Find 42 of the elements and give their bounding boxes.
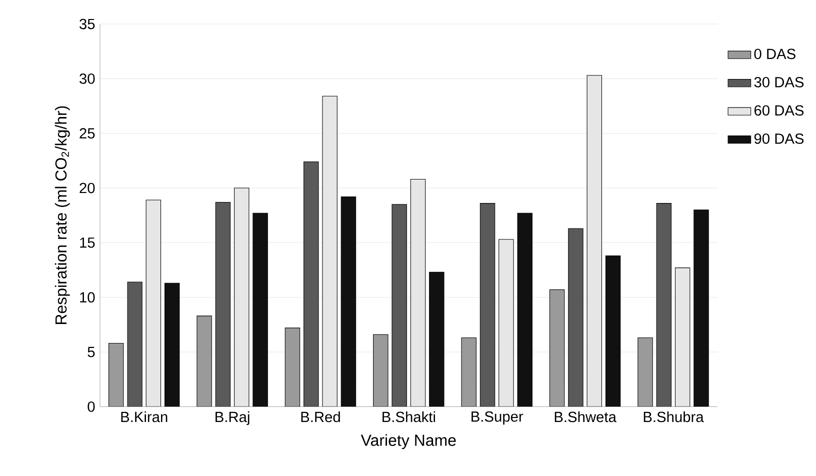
y-tick-label: 20 <box>80 182 95 194</box>
bar <box>429 272 444 407</box>
y-tick-label: 5 <box>88 346 95 358</box>
bar <box>215 202 231 407</box>
bar <box>638 338 653 407</box>
bar <box>392 204 407 407</box>
legend-label: 60 DAS <box>754 105 804 116</box>
legend-label: 30 DAS <box>754 76 804 88</box>
bar <box>568 228 584 407</box>
bar <box>517 212 532 407</box>
bar <box>373 334 388 407</box>
bar <box>127 282 142 407</box>
x-tick-label: B.Raj <box>216 411 250 426</box>
y-tick-label: 15 <box>80 238 95 248</box>
bar <box>304 161 319 407</box>
y-tick-label: 10 <box>80 292 95 303</box>
bar <box>605 256 621 407</box>
y-axis-title: Respiration rate (ml CO$_{2}$/kg/hr) <box>54 106 70 324</box>
x-tick-label: B.Super <box>472 411 524 425</box>
x-tick-label: B.Red <box>301 411 340 422</box>
legend-label: 0 DAS <box>754 48 796 60</box>
x-tick-label: B.Shweta <box>554 411 616 422</box>
bar <box>461 338 476 407</box>
bar <box>656 203 672 407</box>
bar <box>480 203 496 407</box>
y-tick-label: 35 <box>80 18 95 30</box>
bar <box>284 328 300 407</box>
legend-label: 90 DAS <box>754 133 804 144</box>
y-tick-label: 30 <box>80 73 95 84</box>
bar <box>196 316 212 407</box>
y-tick-label: 0 <box>88 401 95 412</box>
bar <box>164 282 180 407</box>
y-tick-label: 25 <box>80 128 95 139</box>
x-tick-label: B.Shubra <box>644 411 704 422</box>
bar <box>549 289 565 407</box>
bar <box>252 212 268 407</box>
x-tick-label: B.Kiran <box>121 411 168 422</box>
bar <box>694 210 709 407</box>
bar <box>108 342 124 407</box>
bar <box>340 196 356 407</box>
x-axis-title: Variety Name <box>360 434 456 450</box>
x-tick-label: B.Shakti <box>382 411 435 422</box>
